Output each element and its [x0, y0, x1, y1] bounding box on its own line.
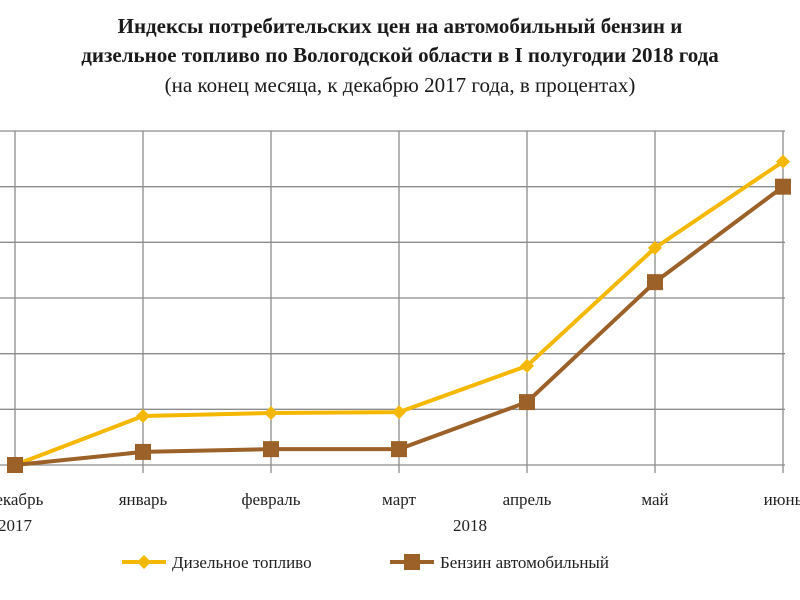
data-point-diesel — [136, 409, 150, 424]
data-point-diesel — [648, 240, 662, 255]
x-tick-label: январь — [119, 490, 168, 509]
chart-subtitle: (на конец месяца, к декабрю 2017 года, в… — [164, 73, 636, 97]
chart-title-line1: Индексы потребительских цен на автомобил… — [117, 14, 683, 38]
data-point-diesel — [392, 405, 406, 420]
data-point-gasoline — [519, 394, 535, 411]
data-point-diesel — [776, 154, 790, 169]
x-tick-label: июнь — [764, 490, 800, 509]
data-point-gasoline — [391, 441, 407, 458]
x-tick-label: декабрь — [0, 490, 44, 509]
legend-label: Бензин автомобильный — [440, 553, 609, 572]
data-point-gasoline — [7, 457, 23, 473]
legend-marker-square — [404, 554, 420, 570]
x-tick-label: март — [382, 490, 416, 509]
data-point-gasoline — [775, 178, 791, 195]
year-label-2017: 2017 — [0, 516, 33, 535]
chart-title-line2: дизельное топливо по Вологодской области… — [81, 43, 719, 67]
data-point-gasoline — [647, 274, 663, 291]
data-point-gasoline — [135, 443, 151, 460]
year-label-2018: 2018 — [453, 516, 487, 535]
data-point-diesel — [520, 358, 534, 373]
x-tick-label: май — [641, 490, 668, 509]
data-point-diesel — [264, 405, 278, 420]
x-tick-label: февраль — [241, 490, 300, 509]
legend-marker-diamond — [137, 555, 151, 569]
x-tick-label: апрель — [503, 490, 552, 509]
legend-label: Дизельное топливо — [172, 553, 312, 572]
data-point-gasoline — [263, 441, 279, 458]
